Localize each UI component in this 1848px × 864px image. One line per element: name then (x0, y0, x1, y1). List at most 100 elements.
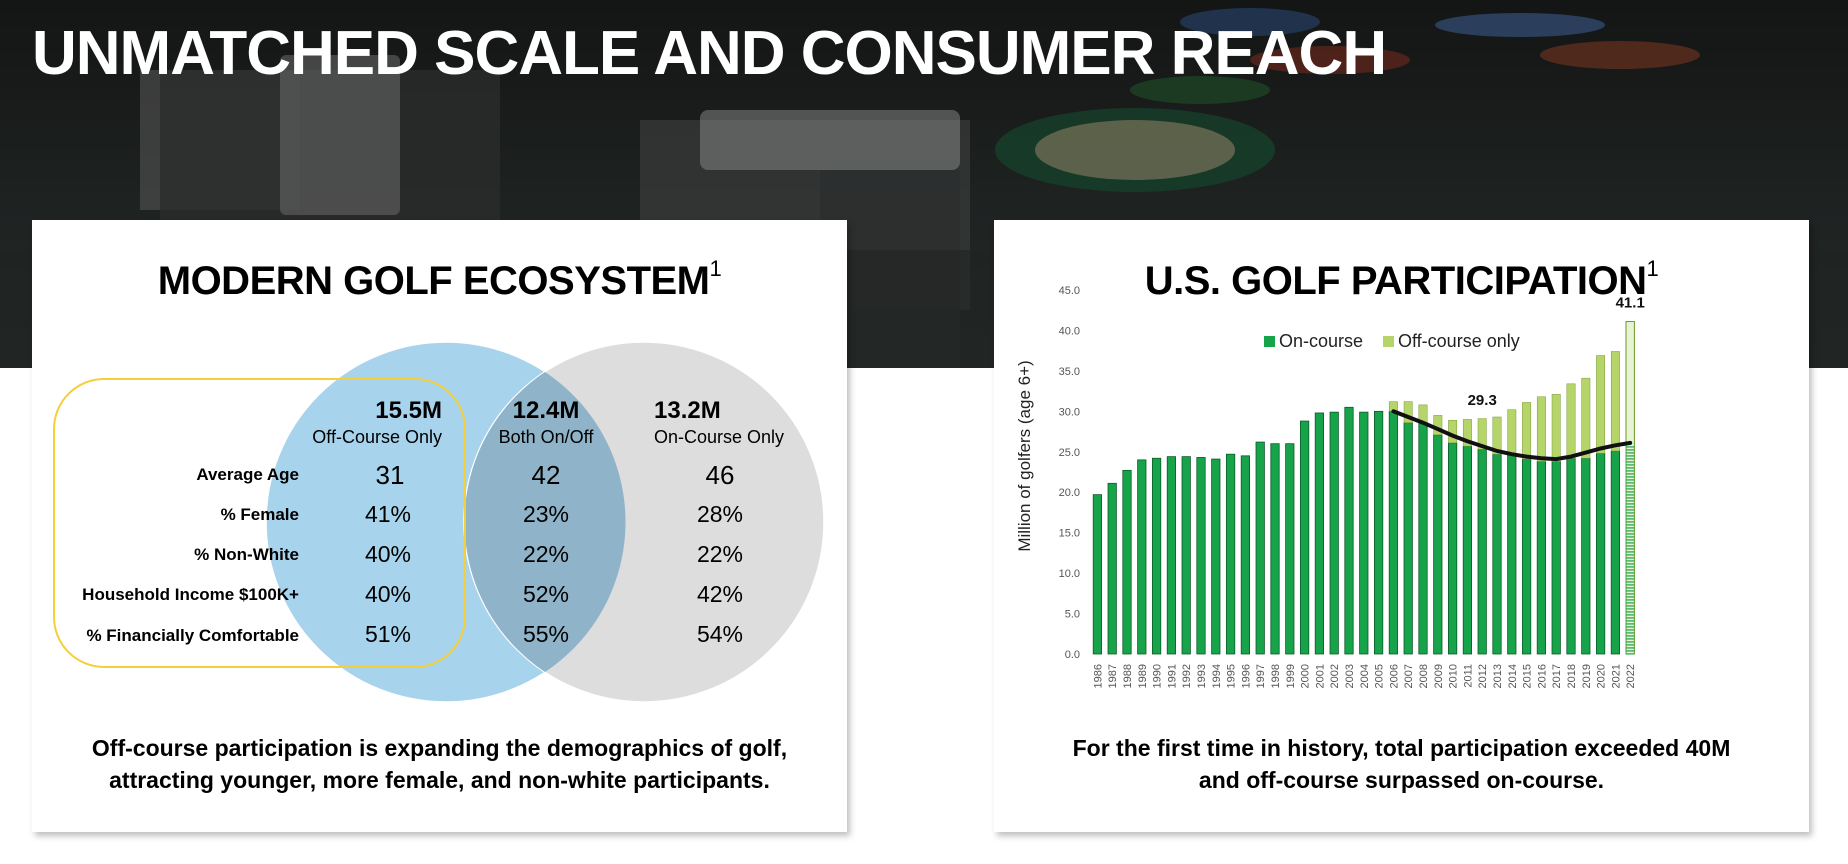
x-tick-label: 2016 (1536, 664, 1548, 688)
x-tick-label: 1994 (1211, 664, 1223, 688)
caption-line: attracting younger, more female, and non… (109, 767, 770, 793)
y-tick-label: 0.0 (1065, 649, 1080, 661)
bar-on-course (1522, 458, 1532, 655)
bar-off-course (1536, 396, 1546, 462)
left-caption: Off-course participation is expanding th… (32, 732, 847, 796)
legend-label-off-course: Off-course only (1398, 331, 1520, 351)
x-tick-label: 2004 (1359, 664, 1371, 688)
bar-on-course (1285, 443, 1295, 655)
x-tick-label: 1987 (1107, 664, 1119, 688)
x-tick-label: 2007 (1403, 664, 1415, 688)
bar-on-course (1255, 441, 1265, 655)
bar-on-course (1299, 420, 1310, 655)
bar-off-course (1551, 394, 1561, 462)
bar-off-course (1566, 383, 1576, 459)
bar-on-course (1373, 410, 1384, 655)
panel-title: MODERN GOLF ECOSYSTEM1 (32, 256, 847, 304)
right-caption: For the first time in history, total par… (994, 732, 1809, 796)
cell-value: 52% (523, 581, 569, 607)
bar-on-course (1492, 453, 1502, 655)
x-tick-label: 2011 (1462, 664, 1474, 688)
group-value-off-course: 15.5M (375, 397, 442, 424)
x-tick-label: 1990 (1152, 664, 1164, 688)
x-tick-label: 1993 (1196, 664, 1208, 688)
x-tick-label: 1997 (1255, 664, 1267, 688)
bar-on-course (1462, 445, 1473, 655)
cell-value: 22% (523, 541, 569, 567)
annotations: 29.3 41.1 (1468, 295, 1645, 409)
x-tick-label: 2014 (1507, 664, 1519, 688)
bar-off-course (1477, 418, 1487, 450)
participation-chart: On-course Off-course only Million of gol… (1015, 285, 1645, 688)
bar-on-course (1151, 457, 1162, 655)
y-tick-label: 20.0 (1059, 487, 1080, 499)
cell-value: 46 (706, 460, 735, 490)
group-label-both: Both On/Off (499, 427, 595, 447)
bar-on-course (1433, 434, 1443, 655)
bar-on-course (1344, 406, 1354, 655)
footnote-marker: 1 (1646, 256, 1659, 281)
bar-on-course (1596, 452, 1606, 655)
x-tick-label: 2009 (1433, 664, 1445, 688)
bar-on-course (1270, 443, 1280, 655)
bar-on-course (1447, 442, 1458, 655)
y-tick-label: 35.0 (1059, 366, 1080, 378)
cell-value: 28% (697, 501, 743, 527)
bar-on-course (1122, 469, 1132, 655)
bar-on-course (1211, 458, 1221, 655)
panel-title: U.S. GOLF PARTICIPATION1 (994, 256, 1809, 304)
trend-line (1391, 409, 1633, 462)
bar-on-course (1225, 453, 1236, 655)
cell-value: 22% (697, 541, 743, 567)
annotation-label: 29.3 (1468, 392, 1497, 409)
caption-line: For the first time in history, total par… (1072, 735, 1731, 761)
x-tick-label: 1992 (1181, 664, 1193, 688)
cell-value: 23% (523, 501, 569, 527)
bar-off-course (1507, 409, 1517, 455)
us-golf-participation-panel: U.S. GOLF PARTICIPATION1 On-course Off-c… (994, 220, 1809, 832)
x-tick-label: 1991 (1166, 664, 1178, 688)
cell-value: 54% (697, 621, 743, 647)
bar-on-course (1137, 459, 1147, 655)
bar-off-course (1492, 416, 1502, 455)
legend-label-on-course: On-course (1279, 331, 1363, 351)
y-tick-label: 25.0 (1059, 447, 1080, 459)
x-tick-label: 2015 (1522, 664, 1534, 688)
cell-value: 51% (365, 621, 411, 647)
x-tick-label: 2018 (1566, 664, 1578, 688)
y-tick-label: 40.0 (1059, 325, 1080, 337)
panel-title-text: MODERN GOLF ECOSYSTEM (157, 259, 710, 303)
x-tick-label: 2017 (1551, 664, 1563, 688)
bar-on-course (1329, 411, 1339, 655)
x-tick-label: 2005 (1374, 664, 1386, 688)
overlap-region (464, 372, 626, 672)
bar-total (1625, 321, 1635, 655)
bar-off-course (1610, 351, 1620, 452)
x-tick-label: 2012 (1477, 664, 1489, 688)
footnote-marker: 1 (709, 256, 722, 281)
bar-off-course (1403, 401, 1413, 423)
y-tick-label: 15.0 (1059, 528, 1080, 540)
x-tick-label: 2010 (1448, 664, 1460, 688)
group-value-on-course: 13.2M (654, 397, 721, 424)
bar-on-course (1566, 457, 1576, 655)
x-axis-ticks: 1986 1987 1988 1989 1990 1991 1992 1993 1994 1995… (1092, 664, 1637, 688)
y-tick-label: 45.0 (1059, 285, 1080, 297)
bar-off-course (1448, 419, 1458, 444)
slide-title: UNMATCHED SCALE AND CONSUMER REACH (32, 19, 1387, 88)
bar-on-course (1166, 456, 1176, 655)
bar-on-course (1107, 482, 1117, 655)
row-label: % Female (221, 505, 299, 524)
y-axis-ticks: 0.0 5.0 10.0 15.0 20.0 25.0 30.0 35.0 40.0 45.0 (1059, 285, 1080, 661)
bar-on-course (1536, 461, 1547, 655)
x-tick-label: 2006 (1388, 664, 1400, 688)
group-value-both: 12.4M (513, 397, 580, 424)
bar-on-course (1507, 453, 1517, 655)
legend-swatch-off-course (1383, 336, 1394, 347)
row-label: % Non-White (194, 545, 299, 564)
row-label: Household Income $100K+ (82, 585, 299, 604)
legend-swatch-on-course (1264, 336, 1275, 347)
bars (1092, 321, 1635, 655)
bar-on-course (1196, 457, 1206, 655)
x-tick-label: 2022 (1625, 664, 1637, 688)
